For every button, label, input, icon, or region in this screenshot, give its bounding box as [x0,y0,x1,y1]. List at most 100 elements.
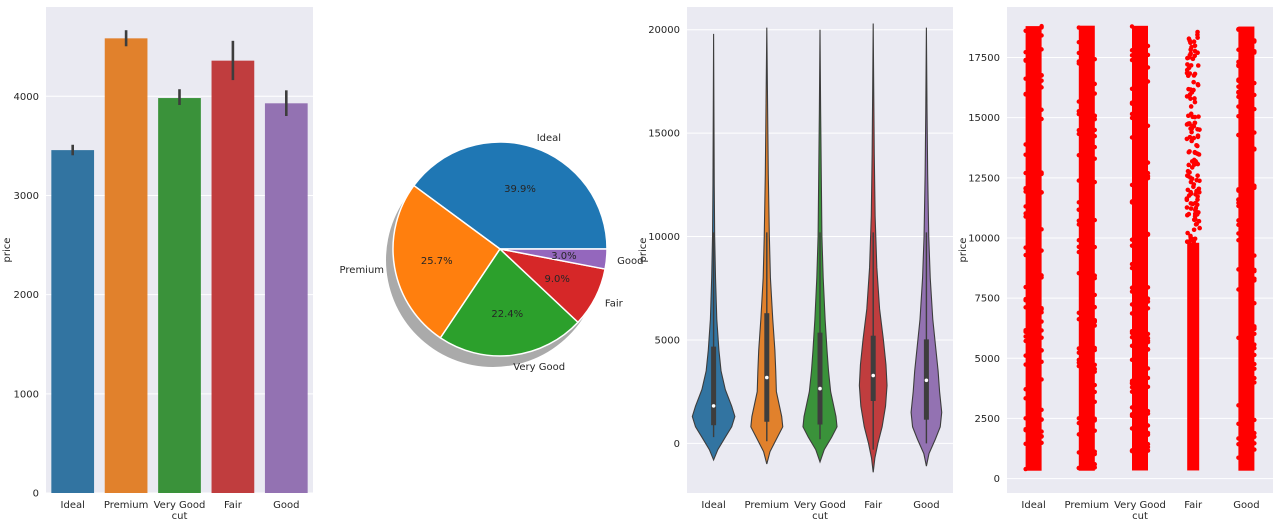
scatter-point [1145,448,1151,453]
pie-slice [499,248,608,270]
violin-iqr-box [817,332,823,425]
bar-ytick-label: 0 [33,489,39,500]
scatter-point [1252,441,1257,446]
scatter-point [1092,117,1098,122]
scatter-point [1039,348,1044,353]
scatter-point [1023,387,1028,392]
scatter-point [1191,39,1197,44]
scatter-point [1236,132,1241,138]
scatter-point [1076,416,1082,421]
scatter-point [1189,44,1194,50]
scatter-point [1145,423,1151,428]
scatter-point [1192,43,1198,49]
scatter-point [1236,231,1241,236]
scatter-point [1236,421,1241,427]
scatter-point [1236,335,1241,341]
scatter-point [1076,238,1082,243]
scatter-point [1236,114,1241,119]
scatter-point [1196,114,1201,119]
scatter-point [1189,159,1195,164]
pie-percent-label: 3.0% [551,251,576,262]
violin-median-dot [818,386,822,391]
scatter-point [1252,331,1257,337]
scatter-point [1145,347,1151,352]
scatter-point [1129,343,1135,349]
violin-xtick-label: Very Good [794,500,846,511]
violin-ytick-label: 15000 [648,129,680,140]
scatter-point [1236,222,1241,228]
scatter-point [1076,178,1082,183]
scatter-point [1193,191,1198,197]
scatter-point [1252,80,1257,86]
scatter-point [1076,317,1082,322]
scatter-point [1023,152,1028,157]
scatter-point [1076,465,1082,471]
scatter-point [1197,178,1202,184]
scatter-point [1195,173,1200,178]
scatter-point [1145,331,1151,337]
scatter-point [1129,135,1135,140]
scatter-point [1129,53,1135,58]
scatter-point [1023,396,1028,401]
scatter-xtick-label: Ideal [1021,500,1045,511]
scatter-point [1196,152,1202,157]
scatter-point [1197,127,1202,132]
scatter-point [1145,408,1151,414]
scatter-point [1039,328,1044,333]
scatter-xtick-label: Premium [1065,500,1110,511]
scatter-point [1145,335,1151,341]
scatter-ytick-label: 10000 [968,233,1000,244]
bar-panel: 0 1000 2000 3000 4000 price Ideal Premium Very G… [2,7,313,522]
scatter-point [1039,47,1044,52]
violin-median-dot [711,404,716,408]
bar-ylabel: price [2,238,13,263]
scatter-point [1236,441,1241,447]
scatter-point [1039,307,1044,312]
scatter-point [1236,77,1241,82]
scatter-point [1252,447,1257,452]
scatter-point [1092,389,1098,395]
scatter-point-band [1187,242,1200,471]
scatter-point [1145,285,1151,290]
scatter-point [1039,335,1044,340]
bar-xtick-label: Premium [104,500,149,511]
scatter-point [1188,40,1193,46]
scatter-point [1193,205,1199,211]
scatter-point [1092,304,1098,310]
scatter-point [1076,222,1082,227]
scatter-point [1076,310,1082,316]
scatter-point [1189,176,1195,182]
pie-label: Good [617,256,643,267]
scatter-point [1023,353,1028,358]
scatter-point [1092,156,1098,161]
scatter-ylabel: price [958,238,969,263]
scatter-point [1039,85,1044,90]
scatter-point [1184,173,1190,178]
violin-median-dot [924,378,929,383]
scatter-point [1129,405,1135,410]
scatter-point [1076,127,1082,133]
bar-xtick-label: Fair [224,500,243,511]
scatter-point [1129,111,1135,117]
scatter-point [1039,310,1044,315]
scatter-point [1092,449,1098,454]
scatter-point [1252,342,1257,347]
scatter-point [1129,115,1135,121]
scatter-point [1092,323,1098,328]
scatter-point [1191,135,1197,141]
violin-iqr-box [870,335,876,401]
scatter-point [1193,159,1199,165]
scatter-point [1129,48,1135,53]
scatter-point [1092,369,1098,374]
scatter-point [1092,133,1098,139]
pie-panel: Ideal 39.9% Premium 25.7% Very Good 22.4% Fair… [340,133,644,373]
violin-iqr-box [764,313,770,422]
scatter-point [1190,56,1196,62]
scatter-point [1023,57,1028,63]
pie-label: Premium [340,265,385,276]
pie-percent-label: 9.0% [544,274,569,285]
scatter-point [1023,466,1028,472]
scatter-point [1076,200,1082,205]
scatter-point [1076,39,1082,45]
scatter-point-band [1132,25,1148,471]
